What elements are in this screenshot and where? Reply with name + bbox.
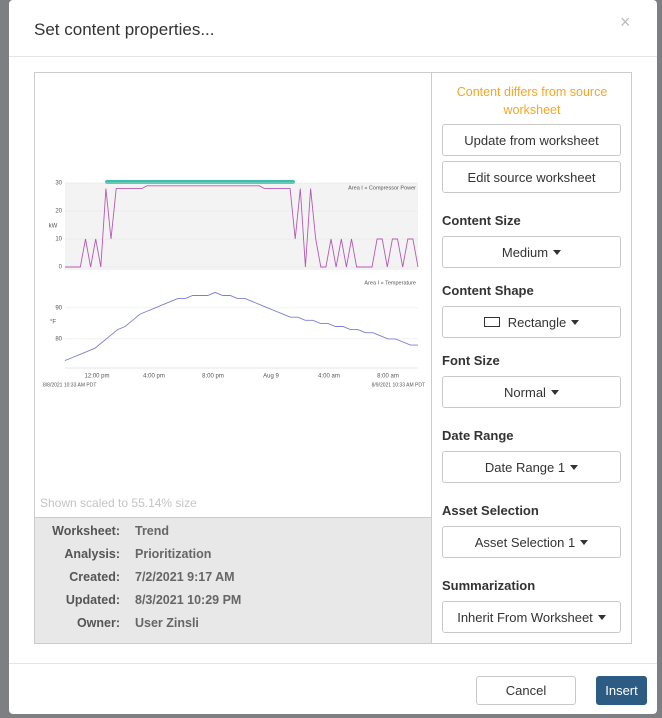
field-label: Font Size [442,353,500,368]
capsule-bar [105,180,295,184]
x-tick-label: 4:00 pm [143,374,165,380]
dropdown-value: Rectangle [507,314,567,330]
cancel-button[interactable]: Cancel [476,676,576,705]
caret [553,249,562,255]
series-line [65,185,419,268]
dropdown-value: Asset Selection 1 [474,534,576,550]
info-value: 8/3/2021 10:29 PM [135,593,242,607]
y-tick-label: 10 [55,237,62,243]
dropdown-value: Normal [504,384,546,400]
info-label: Owner: [76,616,120,630]
caret [550,389,559,395]
x-tick-label: 8:00 am [377,374,399,380]
y-tick-label: 0 [59,265,63,271]
caret [580,539,589,545]
x-tick-label: Aug 9 [263,374,279,380]
series-line [64,291,418,362]
dropdown[interactable]: Rectangle [442,306,621,338]
x-tick-label: 8:00 pm [202,374,224,380]
field-label: Content Shape [442,283,534,298]
info-label: Updated: [65,593,120,607]
dropdown-value: Inherit From Worksheet [457,609,593,625]
dropdown[interactable]: Date Range 1 [442,451,621,483]
info-value: Trend [135,524,170,538]
x-tick-label: 12:00 pm [84,374,109,380]
dropdown[interactable]: Medium [442,236,621,268]
field-label: Content Size [442,213,521,228]
series-title: Area I » Compressor Power [348,185,416,191]
x-tick-label: 4:00 am [318,374,340,380]
dialog: Set content properties... × 0 10 20 30 kW Are… [9,0,657,714]
dropdown[interactable]: Asset Selection 1 [442,526,621,558]
divider [9,56,657,57]
info-label: Worksheet: [52,524,120,538]
field-label: Date Range [442,428,514,443]
warning: Content differs from source worksheet [456,85,608,117]
info-value: User Zinsli [135,616,199,630]
info-label: Analysis: [64,547,120,561]
y-tick-label: 30 [55,181,62,187]
action-button[interactable]: Edit source worksheet [442,161,621,193]
series-title: Area I » Temperature [364,280,416,286]
axis-unit: kW [49,224,58,230]
caret [570,464,579,470]
info-label: Created: [69,570,120,584]
preview: 0 10 20 30 kW Area I » Compressor Power 80 90 °F… [43,180,425,388]
plot-bg [65,183,418,270]
field-label: Summarization [442,578,536,593]
y-tick-label: 80 [55,336,62,342]
info-value: Prioritization [135,547,212,561]
info-value: 7/2/2021 9:17 AM [135,570,235,584]
y-tick-label: 90 [55,305,62,311]
dropdown[interactable]: Normal [442,376,621,408]
action-button[interactable]: Update from worksheet [442,124,621,156]
range-end: 8/9/2021 10:33 AM PDT [372,382,425,388]
field-label: Asset Selection [442,503,539,518]
caret [597,614,606,620]
scale-note: Shown scaled to 55.14% size [40,496,197,510]
shape-icon [483,317,500,327]
divider [9,663,657,664]
y-tick-label: 20 [55,209,62,215]
dropdown-value: Medium [501,244,549,260]
content-box [34,72,632,644]
close-button[interactable]: × [620,12,631,32]
range-start: 8/8/2021 10:33 AM PDT [43,382,96,388]
divider [431,72,432,644]
caret [571,319,580,325]
insert-button[interactable]: Insert [596,676,647,705]
axis-unit: °F [50,320,56,326]
dropdown[interactable]: Inherit From Worksheet [442,601,621,633]
dialog-title: Set content properties... [34,20,215,39]
dropdown-value: Date Range 1 [484,459,566,475]
info-panel [35,517,431,643]
